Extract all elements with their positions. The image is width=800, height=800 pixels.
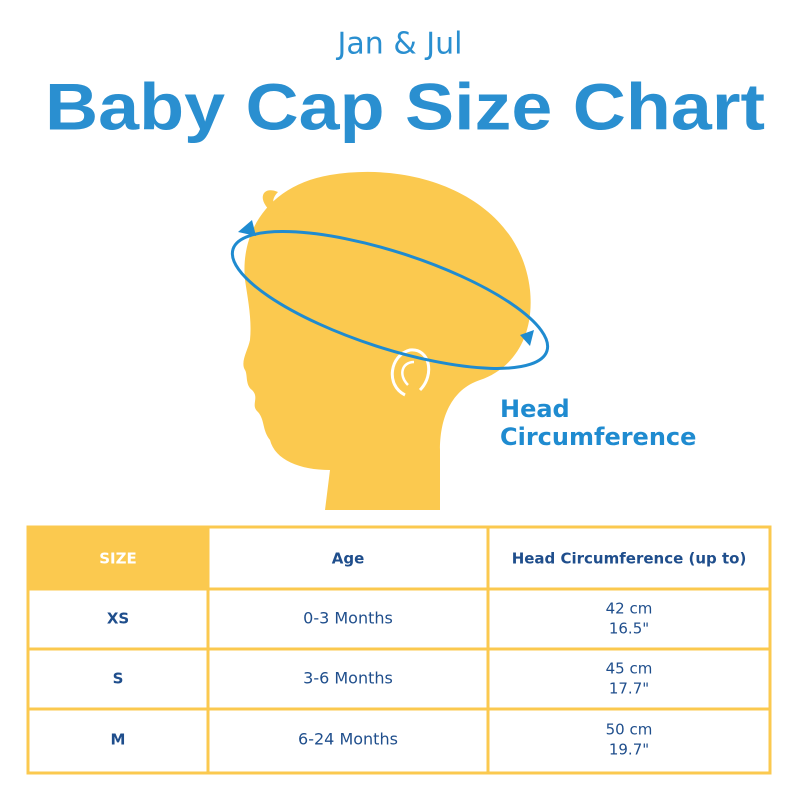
title: Baby Cap Size Chart xyxy=(45,69,765,143)
circumference-cell: 19.7" xyxy=(609,741,649,759)
silhouette xyxy=(243,171,531,511)
curl xyxy=(262,190,285,215)
size-cell: S xyxy=(113,670,124,688)
diagram-label: Head xyxy=(500,395,570,423)
ear xyxy=(390,348,431,397)
circumference-cell: 45 cm xyxy=(606,660,653,678)
age-cell: 6-24 Months xyxy=(298,730,398,749)
arrow-head xyxy=(520,330,534,346)
arrow-head xyxy=(238,220,256,236)
ear-inner xyxy=(401,360,415,386)
brand: Jan & Jul xyxy=(336,27,463,62)
circumference-cell: 16.5" xyxy=(609,620,649,638)
age-cell: 3-6 Months xyxy=(303,669,393,688)
diagram-label: Circumference xyxy=(500,423,696,451)
size-cell: M xyxy=(111,731,126,749)
age-cell: 0-3 Months xyxy=(303,609,393,628)
size-table xyxy=(26,525,772,775)
header-cell-fill xyxy=(28,527,208,589)
column-header: Head Circumference (up to) xyxy=(512,550,747,568)
head-illustration: Head Circumference xyxy=(230,171,696,511)
circumference-cell: 50 cm xyxy=(606,721,653,739)
column-header: SIZE xyxy=(99,550,137,568)
circumference-cell: 17.7" xyxy=(609,680,649,698)
measure-loop xyxy=(230,230,550,370)
circumference-cell: 42 cm xyxy=(606,600,653,618)
size-cell: XS xyxy=(107,610,129,628)
column-header: Age xyxy=(332,550,365,568)
